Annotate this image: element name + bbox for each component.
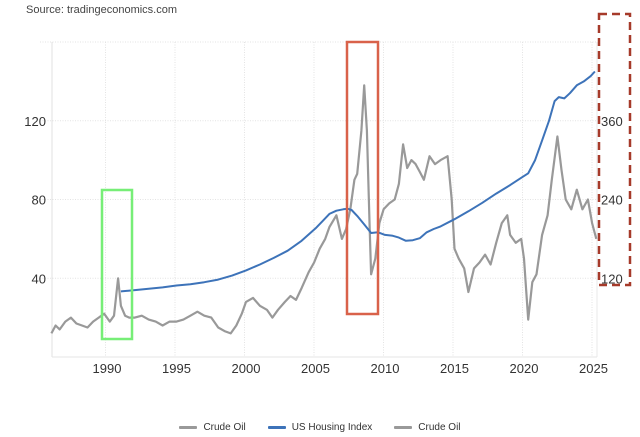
- x-axis-labels: 1990 1995 2000 2005 2010 2015 2020 2025: [93, 361, 608, 376]
- y-right-tick-label: 120: [601, 271, 623, 286]
- y-left-tick-label: 80: [32, 193, 46, 208]
- y-left-tick-label: 120: [24, 114, 46, 129]
- x-tick-label: 2000: [232, 361, 261, 376]
- legend-item-us-housing-index[interactable]: US Housing Index: [267, 422, 373, 433]
- series-line-crude-oil: [50, 84, 598, 335]
- y-right-axis-labels: 120 240 360: [601, 114, 623, 287]
- legend-swatch-icon: [394, 426, 413, 429]
- y-right-tick-label: 360: [601, 114, 623, 129]
- x-tick-label: 2010: [371, 361, 400, 376]
- x-tick-label: 1990: [93, 361, 122, 376]
- x-tick-label: 2015: [440, 361, 469, 376]
- highlight-box-2008: [345, 40, 380, 316]
- y-right-tick-label: 240: [601, 193, 623, 208]
- legend-swatch-icon: [267, 426, 286, 429]
- y-left-axis-labels: 40 80 120: [24, 114, 46, 287]
- x-tick-label: 2020: [510, 361, 539, 376]
- x-tick-label: 2005: [301, 361, 330, 376]
- y-left-tick-label: 40: [32, 271, 46, 286]
- highlight-box-1990: [100, 188, 134, 341]
- legend-label: Crude Oil: [203, 422, 246, 433]
- legend-label: US Housing Index: [291, 422, 373, 433]
- line-chart: 40 80 120 120 240 360 1990 1995 2000 2005 2010 20…: [24, 12, 632, 376]
- legend-item-crude-oil[interactable]: Crude Oil: [179, 422, 246, 433]
- legend: Crude Oil US Housing Index Crude Oil: [0, 422, 640, 433]
- x-tick-label: 2025: [579, 361, 608, 376]
- legend-label: Crude Oil: [418, 422, 461, 433]
- highlight-box-right-axis: [597, 12, 632, 287]
- series-line-us-housing-index: [120, 70, 596, 293]
- legend-swatch-icon: [179, 426, 198, 429]
- x-tick-label: 1995: [162, 361, 191, 376]
- source-label: Source: tradingeconomics.com: [26, 4, 178, 16]
- legend-item-crude-oil-2[interactable]: Crude Oil: [394, 422, 461, 433]
